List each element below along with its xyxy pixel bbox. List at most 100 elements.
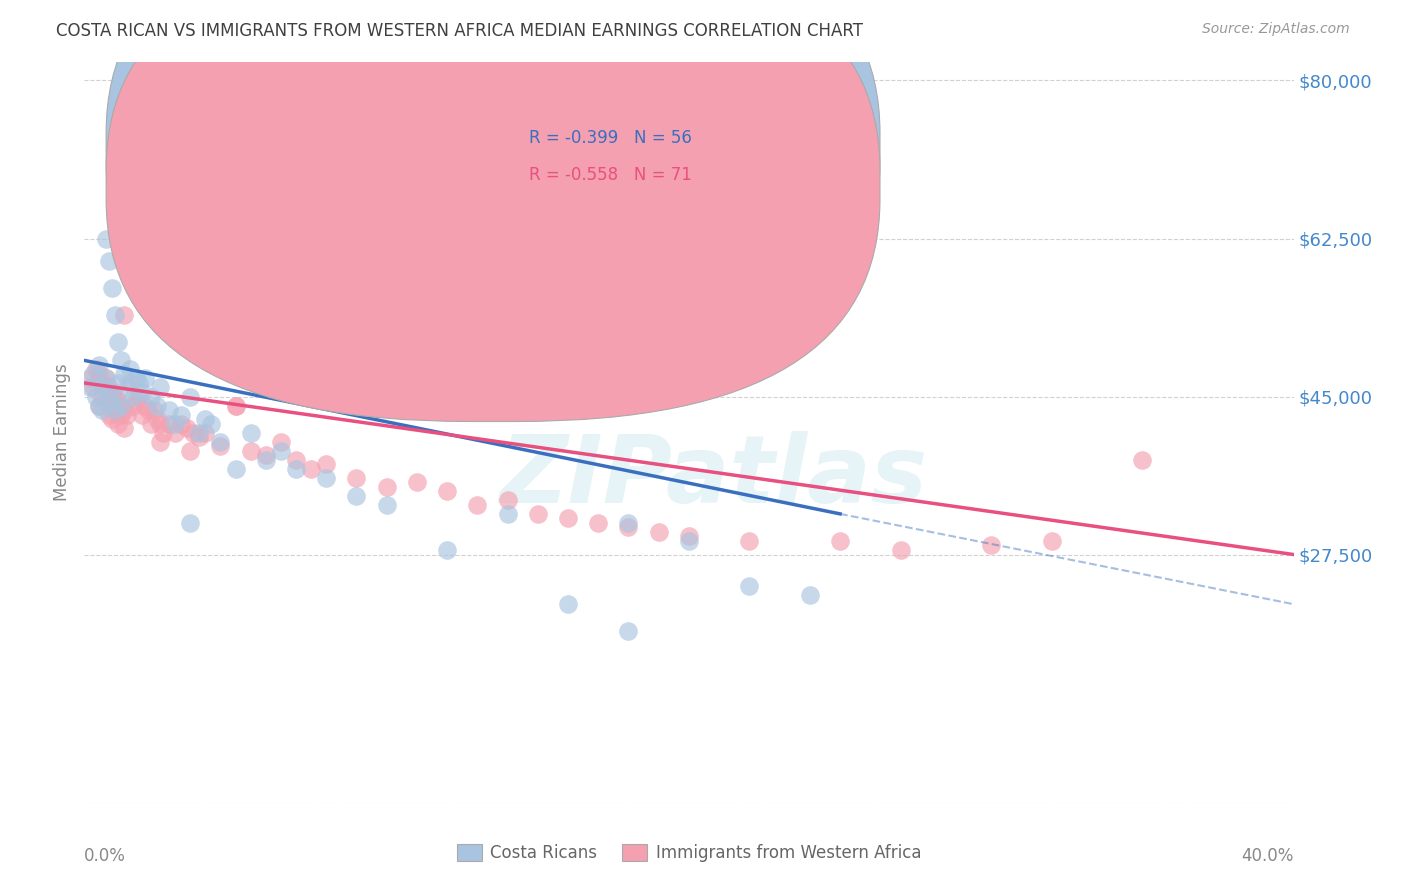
Point [136, 403, 159, 417]
Point [830, 533, 852, 548]
Point [315, 471, 337, 485]
Point [225, 461, 247, 475]
Point [346, 471, 368, 485]
Point [89, 399, 111, 413]
Point [179, 443, 201, 458]
Point [165, 417, 187, 431]
Point [89, 358, 111, 372]
Point [648, 524, 671, 539]
Point [678, 533, 700, 548]
Point [588, 516, 610, 530]
Point [496, 493, 519, 508]
Point [121, 399, 143, 413]
Point [94, 231, 117, 245]
Point [86, 362, 108, 376]
Point [209, 434, 232, 449]
Text: ZIPatlas: ZIPatlas [499, 431, 927, 523]
FancyBboxPatch shape [105, 0, 880, 384]
Point [285, 461, 308, 475]
Point [115, 408, 138, 422]
Point [97, 380, 120, 394]
Point [128, 376, 150, 390]
Point [176, 421, 198, 435]
Point [225, 362, 247, 376]
Point [270, 443, 292, 458]
Point [112, 308, 135, 322]
Point [194, 425, 217, 440]
Point [149, 434, 172, 449]
FancyBboxPatch shape [453, 118, 792, 221]
Point [139, 417, 162, 431]
Point [209, 439, 232, 453]
Point [617, 520, 640, 534]
Point [112, 367, 135, 381]
Point [346, 489, 368, 503]
Point [104, 390, 127, 404]
Point [94, 371, 117, 385]
Point [1130, 452, 1153, 467]
Text: R = -0.558   N = 71: R = -0.558 N = 71 [529, 166, 692, 184]
Point [128, 390, 150, 404]
Point [149, 380, 172, 394]
Legend: Costa Ricans, Immigrants from Western Africa: Costa Ricans, Immigrants from Western Af… [450, 837, 928, 869]
Point [179, 390, 201, 404]
Point [146, 412, 169, 426]
Point [97, 254, 120, 268]
Point [134, 371, 156, 385]
Point [97, 408, 120, 422]
Point [239, 425, 262, 440]
Point [82, 367, 104, 381]
Point [149, 417, 172, 431]
Point [617, 516, 640, 530]
Point [104, 403, 127, 417]
Point [107, 417, 129, 431]
Point [86, 390, 108, 404]
Point [496, 507, 519, 521]
Point [142, 403, 165, 417]
Point [179, 516, 201, 530]
Point [557, 597, 579, 611]
Point [239, 443, 262, 458]
Point [1040, 533, 1063, 548]
Point [91, 380, 114, 394]
Point [254, 452, 277, 467]
Point [79, 380, 101, 394]
Point [738, 533, 761, 548]
Text: 0.0%: 0.0% [84, 847, 127, 865]
Point [139, 390, 162, 404]
Point [194, 412, 217, 426]
Point [299, 461, 322, 475]
Point [467, 498, 489, 512]
Point [188, 425, 211, 440]
Point [527, 507, 550, 521]
Point [980, 539, 1002, 553]
Point [112, 403, 135, 417]
Text: COSTA RICAN VS IMMIGRANTS FROM WESTERN AFRICA MEDIAN EARNINGS CORRELATION CHART: COSTA RICAN VS IMMIGRANTS FROM WESTERN A… [56, 22, 863, 40]
Point [118, 362, 141, 376]
Point [738, 579, 761, 593]
Point [181, 425, 204, 440]
Point [557, 511, 579, 525]
Point [315, 457, 337, 471]
Point [104, 308, 127, 322]
Y-axis label: Median Earnings: Median Earnings [53, 364, 72, 501]
Point [104, 403, 127, 417]
Point [110, 408, 132, 422]
Point [97, 384, 120, 399]
Point [146, 399, 169, 413]
Point [100, 281, 122, 295]
Point [375, 498, 398, 512]
Point [100, 384, 122, 399]
Point [82, 380, 104, 394]
Point [91, 376, 114, 390]
Point [270, 434, 292, 449]
Text: 40.0%: 40.0% [1241, 847, 1294, 865]
Point [100, 394, 122, 409]
Point [110, 353, 132, 368]
Text: R = -0.399   N = 56: R = -0.399 N = 56 [529, 129, 692, 147]
Point [165, 425, 187, 440]
Point [436, 543, 458, 558]
Point [89, 367, 111, 381]
Point [91, 403, 114, 417]
Point [200, 417, 222, 431]
